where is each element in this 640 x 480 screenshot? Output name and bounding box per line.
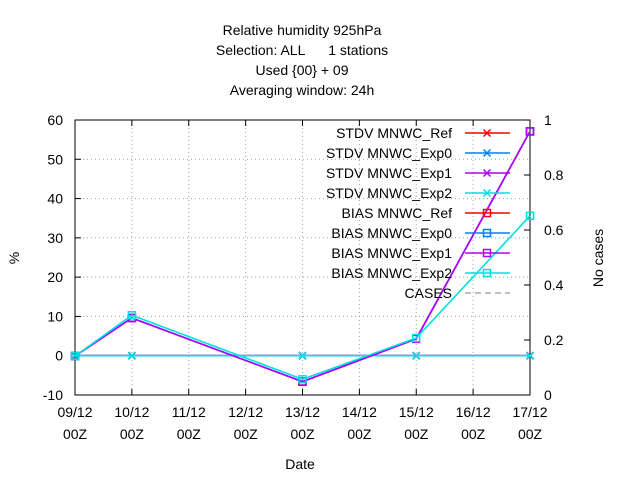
y-axis-label: % <box>6 252 22 264</box>
legend-label: BIAS MNWC_Exp2 <box>331 265 452 281</box>
x-tick-label-time: 00Z <box>518 426 543 442</box>
data-point <box>127 351 136 360</box>
data-point <box>525 351 535 360</box>
legend-marker <box>482 268 492 278</box>
legend-entry: STDV MNWC_Exp0 <box>326 145 510 161</box>
legend-entry: BIAS MNWC_Exp0 <box>331 225 510 241</box>
y-tick-label: 0 <box>55 348 63 364</box>
data-point <box>70 351 80 361</box>
legend-entry: STDV MNWC_Ref <box>336 125 510 141</box>
legend-label: STDV MNWC_Ref <box>336 125 452 141</box>
series-line <box>74 215 531 381</box>
chart-title-line: Averaging window: 24h <box>230 82 375 98</box>
x-tick-label-time: 00Z <box>347 426 372 442</box>
y-tick-label: 50 <box>47 151 63 167</box>
y-tick-label: -10 <box>43 387 63 403</box>
legend-entry: CASES <box>405 285 510 301</box>
legend-marker <box>482 188 492 198</box>
y2-tick-label: 0.4 <box>544 277 564 293</box>
data-point-stroke <box>127 351 136 360</box>
x-tick-label-date: 11/12 <box>172 404 206 420</box>
x-tick-label-date: 13/12 <box>285 404 320 420</box>
legend-marker-stroke <box>482 128 492 138</box>
legend-marker-stroke <box>482 188 492 198</box>
chart-title: Relative humidity 925hPa Selection: ALL 1… <box>216 22 388 98</box>
x-tick-label-time: 00Z <box>404 426 429 442</box>
legend-marker <box>482 228 492 238</box>
y-tick-label: 10 <box>47 308 63 324</box>
legend-entry: STDV MNWC_Exp2 <box>326 185 510 201</box>
y2-tick-label: 0 <box>544 387 552 403</box>
y-tick-label: 30 <box>47 230 63 246</box>
legend-marker <box>482 168 492 178</box>
x-tick-label-time: 00Z <box>120 426 145 442</box>
x-tick-label-time: 00Z <box>290 426 315 442</box>
y2-tick-label: 0.2 <box>544 332 564 348</box>
y-tick-label: 60 <box>47 112 63 128</box>
legend-marker <box>482 128 492 138</box>
data-point <box>127 311 137 320</box>
x-tick-label-date: 16/12 <box>456 404 491 420</box>
x-tick-label-date: 09/12 <box>57 404 92 420</box>
data-point-stroke <box>298 351 307 360</box>
data-point <box>412 333 421 343</box>
legend-label: BIAS MNWC_Exp0 <box>331 225 452 241</box>
x-tick-label-time: 00Z <box>461 426 486 442</box>
x-tick-label-time: 00Z <box>63 426 88 442</box>
y2-axis-label: No cases <box>590 229 606 287</box>
x-tick-label-time: 00Z <box>234 426 259 442</box>
legend-entry: STDV MNWC_Exp1 <box>326 165 510 181</box>
series-line <box>74 131 531 383</box>
x-tick-label-date: 14/12 <box>342 404 377 420</box>
y2-tick-label: 0.8 <box>544 167 564 183</box>
x-axis-label: Date <box>285 456 315 472</box>
y-tick-label: 40 <box>47 191 63 207</box>
legend-label: CASES <box>405 285 452 301</box>
data-point <box>412 351 421 360</box>
legend-marker <box>482 248 492 258</box>
chart-title-line: Relative humidity 925hPa <box>223 22 382 38</box>
legend-entry: BIAS MNWC_Ref <box>342 205 510 221</box>
series-3 <box>70 351 535 360</box>
legend-label: BIAS MNWC_Ref <box>342 205 453 221</box>
x-tick-label-date: 15/12 <box>399 404 434 420</box>
chart-title-line: Selection: ALL 1 stations <box>216 42 388 58</box>
chart-title-line: Used {00} + 09 <box>255 62 348 78</box>
legend-marker <box>482 148 492 158</box>
chart-series <box>70 127 535 386</box>
data-point <box>298 375 307 384</box>
y-tick-label: 20 <box>47 269 63 285</box>
legend-marker-stroke <box>482 168 492 178</box>
data-point-stroke <box>525 351 535 360</box>
data-point <box>525 211 535 221</box>
x-tick-label-date: 17/12 <box>512 404 547 420</box>
x-tick-label-date: 10/12 <box>114 404 149 420</box>
x-tick-label-date: 12/12 <box>228 404 263 420</box>
legend-entry: BIAS MNWC_Exp2 <box>331 265 510 281</box>
data-point <box>298 351 307 360</box>
series-7 <box>70 211 535 384</box>
data-point-stroke <box>412 351 421 360</box>
legend-label: STDV MNWC_Exp0 <box>326 145 452 161</box>
legend-marker-stroke <box>482 148 492 158</box>
legend-marker <box>482 208 492 218</box>
legend-entry: BIAS MNWC_Exp1 <box>331 245 510 261</box>
legend-label: BIAS MNWC_Exp1 <box>331 245 452 261</box>
legend-label: STDV MNWC_Exp1 <box>326 165 452 181</box>
y2-tick-label: 0.6 <box>544 222 564 238</box>
chart-axes: -10 0 10 20 30 40 50 60 0 0.2 0.4 0.6 0.8 1 09/12 00Z 10… <box>43 112 564 442</box>
legend-label: STDV MNWC_Exp2 <box>326 185 452 201</box>
x-tick-label-time: 00Z <box>177 426 202 442</box>
y2-tick-label: 1 <box>544 112 552 128</box>
data-point <box>525 127 535 136</box>
chart-legend: STDV MNWC_Ref STDV MNWC_Exp0 STDV MNWC_Exp… <box>326 125 510 301</box>
